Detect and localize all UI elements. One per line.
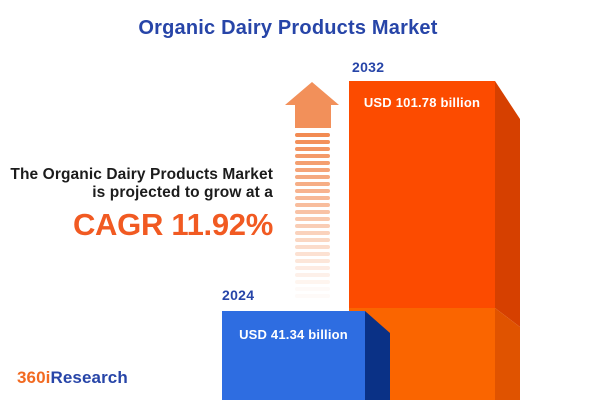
arrow-stripe: [295, 133, 330, 137]
arrow-stripe: [295, 210, 330, 214]
logo-part-research: Research: [50, 368, 128, 387]
brand-logo: 360iResearch: [17, 368, 128, 388]
arrow-stripe: [295, 294, 330, 298]
arrow-shaft-stripes: [295, 133, 330, 303]
bar-2032-front-upper: [349, 81, 495, 308]
arrow-stripe: [295, 189, 330, 193]
arrow-stripe: [295, 273, 330, 277]
logo-part-360i: 360i: [17, 368, 51, 387]
arrow-stripe: [295, 203, 330, 207]
arrow-stripe: [295, 182, 330, 186]
cagr-value: CAGR 11.92%: [72, 207, 273, 242]
arrow-stripe: [295, 287, 330, 291]
arrow-stripe: [295, 252, 330, 256]
annotation-line-1: The Organic Dairy Products Market: [10, 166, 273, 183]
arrow-stripe: [295, 196, 330, 200]
bar-2032-side-lower: [495, 308, 520, 400]
bar-2032-year-label: 2032: [352, 59, 385, 75]
arrow-stripe: [295, 231, 330, 235]
arrow-stripe: [295, 161, 330, 165]
arrow-stripe: [295, 259, 330, 263]
arrow-stripe: [295, 245, 330, 249]
arrow-stripe: [295, 168, 330, 172]
arrow-stripe: [295, 266, 330, 270]
arrow-stripe: [295, 154, 330, 158]
page-title: Organic Dairy Products Market: [138, 17, 438, 39]
bar-2024-year-label: 2024: [222, 287, 255, 303]
arrow-stripe: [295, 140, 330, 144]
bar-2032-value-label: USD 101.78 billion: [363, 95, 481, 110]
bar-2024-side: [365, 311, 390, 400]
arrow-stripe: [295, 280, 330, 284]
arrow-stripe: [295, 175, 330, 179]
arrow-stripe: [295, 238, 330, 242]
arrow-stripe: [295, 217, 330, 221]
bar-2032-side-upper: [495, 81, 520, 327]
bar-2024-value-label: USD 41.34 billion: [239, 327, 348, 342]
growth-annotation: The Organic Dairy Products Market is pro…: [0, 166, 273, 243]
bar-2024-front: [222, 311, 365, 400]
annotation-line-2: is projected to grow at a: [92, 184, 273, 201]
arrow-stripe: [295, 224, 330, 228]
arrow-stripe: [295, 147, 330, 151]
